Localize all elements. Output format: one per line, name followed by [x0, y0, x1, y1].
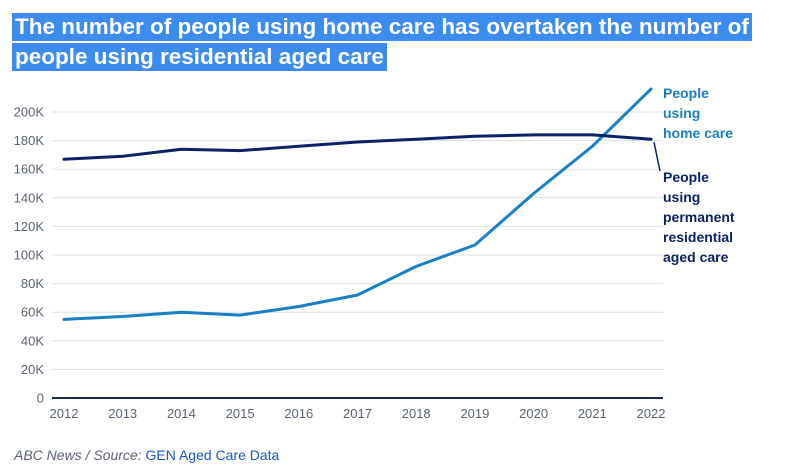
x-tick-label: 2020 [519, 406, 548, 421]
y-tick-label: 200K [14, 105, 45, 120]
source-link[interactable]: GEN Aged Care Data [145, 447, 280, 463]
series-label-line: permanent [663, 209, 735, 225]
chart-title-line-1: The number of people using home care has… [12, 13, 752, 41]
line-chart: 0 20K 40K 60K 80K 100K 120K 140K 160K 180K 200K 20… [14, 85, 735, 421]
series-label-line: home care [663, 125, 733, 141]
x-tick-label: 2015 [226, 406, 255, 421]
x-tick-label: 2013 [108, 406, 137, 421]
y-axis-tick-labels: 0 20K 40K 60K 80K 100K 120K 140K 160K 180K 200K [14, 105, 45, 406]
series-label-line: using [663, 189, 700, 205]
x-tick-label: 2016 [284, 406, 313, 421]
series-end-labels: People using home care People using permanent… [653, 85, 735, 265]
x-tick-label: 2022 [637, 406, 666, 421]
series-line-residential-care [62, 133, 653, 161]
series-lines [62, 87, 653, 321]
series-label-line: People [663, 85, 709, 101]
y-tick-label: 120K [14, 219, 45, 234]
series-label-line: using [663, 105, 700, 121]
y-tick-label: 100K [14, 248, 45, 263]
x-tick-label: 2017 [343, 406, 372, 421]
source-prefix: ABC News / Source: [14, 447, 142, 463]
y-tick-label: 140K [14, 190, 45, 205]
x-tick-label: 2019 [460, 406, 489, 421]
chart-title-line-2: people using residential aged care [12, 43, 387, 71]
y-tick-label: 60K [21, 305, 44, 320]
chart-title: The number of people using home care has… [12, 13, 772, 73]
y-tick-label: 180K [14, 133, 45, 148]
gridlines [52, 111, 663, 399]
x-tick-label: 2018 [402, 406, 431, 421]
y-tick-label: 80K [21, 276, 44, 291]
y-tick-label: 20K [21, 362, 44, 377]
x-tick-label: 2021 [578, 406, 607, 421]
y-tick-label: 160K [14, 162, 45, 177]
series-line-home-care [62, 87, 653, 321]
x-axis-tick-labels: 2012 2013 2014 2015 2016 2017 2018 2019 2020 2021… [50, 406, 666, 421]
x-tick-label: 2012 [50, 406, 79, 421]
series-label-line: People [663, 169, 709, 185]
footer-source: ABC News / Source: GEN Aged Care Data [14, 447, 279, 463]
label-leader-line [653, 142, 661, 172]
series-label-line: aged care [663, 249, 729, 265]
x-tick-label: 2014 [167, 406, 196, 421]
y-tick-label: 40K [21, 333, 44, 348]
y-tick-label: 0 [37, 391, 44, 406]
series-label-line: residential [663, 229, 733, 245]
